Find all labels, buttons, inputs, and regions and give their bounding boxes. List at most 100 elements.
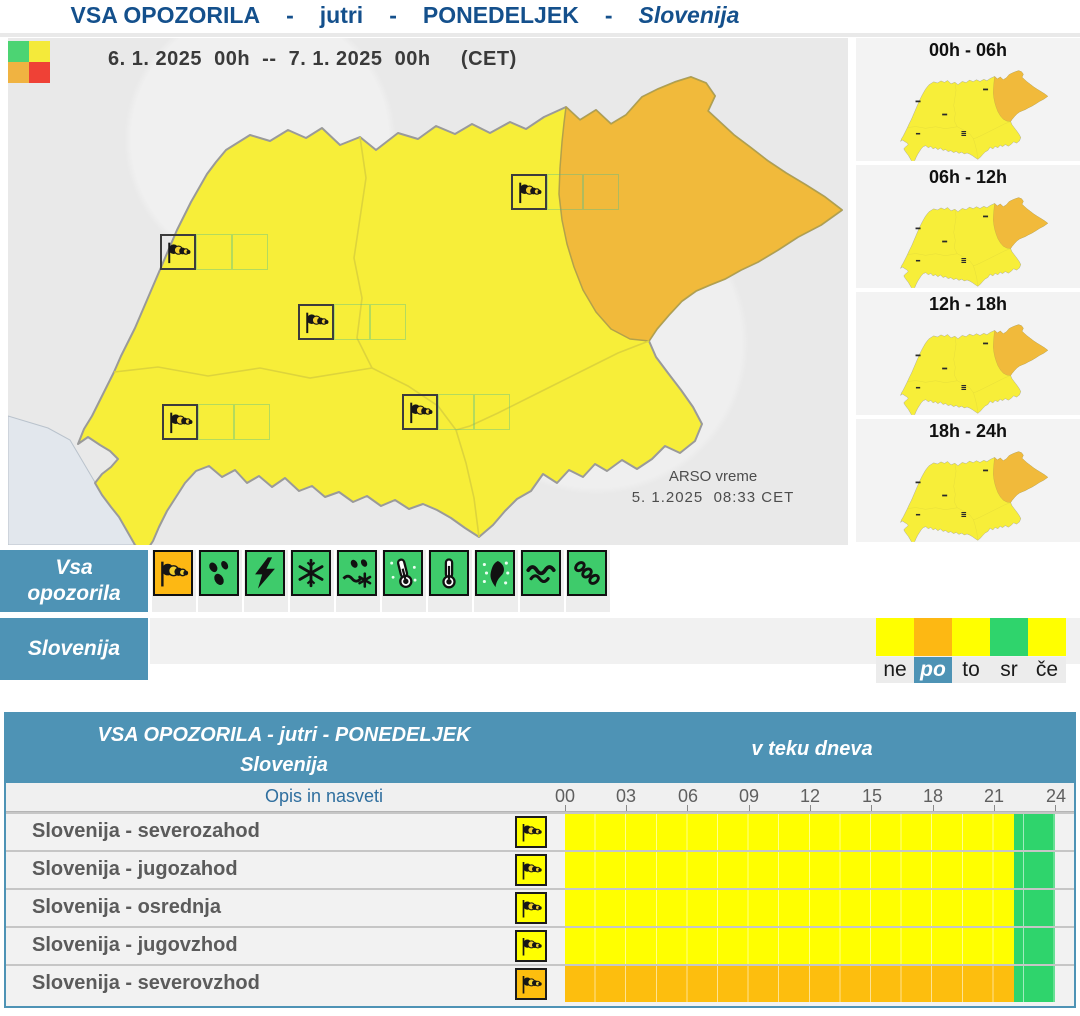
row-wind-icon [515,816,547,848]
day-po[interactable]: po [914,618,952,683]
mini-slovenia-map [887,317,1049,415]
row-label: Slovenija - severovzhod [32,972,260,994]
legend-green-square [8,41,29,62]
table-subheader: Opis in nasveti 00 03 06 09 12 15 18 21 … [6,783,1074,812]
day-sr-color-square [990,618,1028,656]
windsock-icon [515,178,543,206]
row-wind-icon [515,892,547,924]
description-link[interactable]: Opis in nasveti [264,786,384,806]
day-ce-label: če [1028,657,1066,683]
warning-type-wind[interactable] [152,550,196,612]
day-to-label: to [952,657,990,683]
warning-type-strip [152,550,610,612]
warning-type-snow[interactable] [290,550,334,612]
day-po-label: po [914,657,952,683]
row-label: Slovenija - osrednja [32,896,221,918]
empty-warning-slot [547,174,583,210]
title-sep3: - [604,2,613,28]
main-warning-map: 6. 1. 2025 00h -- 7. 1. 2025 00h (CET) A [8,38,848,545]
map-date-range: 6. 1. 2025 00h -- 7. 1. 2025 00h (CET) [108,48,517,70]
legend-red-square [29,62,50,83]
day-ne[interactable]: ne [876,618,914,683]
table-row[interactable]: Slovenija - severovzhod [6,964,1074,1002]
mini-map-00-06[interactable]: 00h - 06h [856,38,1080,161]
snowflake-icon [298,558,324,588]
warning-timeline-bar [565,966,1055,1002]
legend-orange-square [8,62,29,83]
waves-icon [526,565,556,584]
wind-warning-marker-sw[interactable] [162,404,198,440]
mini-slovenia-map [887,190,1049,288]
table-row[interactable]: Slovenija - osrednja [6,888,1074,926]
title-mode: jutri [319,2,364,28]
wind-warning-marker-ne[interactable] [511,174,547,210]
hour-label: 03 [615,786,637,806]
legend-yellow-square [29,41,50,62]
mini-map-label: 18h - 24h [928,421,1008,441]
day-ce-color-square [1028,618,1066,656]
row-wind-icon [515,854,547,886]
warning-type-rain[interactable] [198,550,242,612]
lightning-icon [255,557,275,589]
warning-type-freezing-rain[interactable] [474,550,518,612]
table-row[interactable]: Slovenija - jugovzhod [6,926,1074,964]
table-title: VSA OPOZORILA - jutri - PONEDELJEK [97,724,471,746]
table-timeline-header: v teku dneva [751,737,873,760]
day-sr-label: sr [990,657,1028,683]
mini-map-12-18[interactable]: 12h - 18h [856,292,1080,415]
title-warnings: VSA OPOZORILA [70,2,261,28]
windsock-icon [156,556,190,590]
row-wind-icon [515,968,547,1000]
freezing-rain-icon [482,560,510,588]
warning-timeline-bar [565,928,1055,964]
hour-label: 15 [861,786,883,806]
hour-label: 06 [677,786,699,806]
windsock-icon [302,308,330,336]
warning-timeline-bar [565,814,1055,850]
empty-warning-slot [234,404,270,440]
day-ne-label: ne [876,657,914,683]
empty-warning-slot [198,404,234,440]
region-slovenija-button[interactable]: Slovenija [0,618,148,680]
mini-map-18-24[interactable]: 18h - 24h [856,419,1080,542]
all-warnings-label-line1: Vsa [55,555,93,579]
cold-thermometer-icon [390,558,417,589]
windsock-icon [166,408,194,436]
day-po-color-square [914,618,952,656]
hour-label: 24 [1045,786,1067,806]
empty-warning-slot [232,234,268,270]
table-header: VSA OPOZORILA - jutri - PONEDELJEK Slove… [6,715,1074,783]
day-to[interactable]: to [952,618,990,683]
all-warnings-button[interactable]: Vsa opozorila [0,550,148,612]
warning-type-sleet[interactable] [336,550,380,612]
warning-type-high-temperature[interactable] [428,550,472,612]
warning-type-sea[interactable] [520,550,564,612]
warning-type-thunderstorm[interactable] [244,550,288,612]
windsock-icon [406,398,434,426]
wind-warning-marker-central[interactable] [298,304,334,340]
mini-map-06-12[interactable]: 06h - 12h [856,165,1080,288]
warning-type-fog[interactable] [566,550,610,612]
hour-label: 00 [554,786,576,806]
empty-warning-slot [370,304,406,340]
windsock-icon [164,238,192,266]
wind-warning-marker-nw[interactable] [160,234,196,270]
day-ne-color-square [876,618,914,656]
row-label: Slovenija - jugozahod [32,858,238,880]
wind-warning-marker-se[interactable] [402,394,438,430]
table-row[interactable]: Slovenija - jugozahod [6,850,1074,888]
region-label: Slovenija [27,636,121,660]
day-ce[interactable]: če [1028,618,1066,683]
day-to-color-square [952,618,990,656]
credit-timestamp: 5. 1.2025 08:33 CET [631,489,795,506]
warning-type-low-temperature[interactable] [382,550,426,612]
empty-warning-slot [334,304,370,340]
sleet-icon [342,559,372,588]
slovenia-map [8,38,848,545]
day-sr[interactable]: sr [990,618,1028,683]
table-row[interactable]: Slovenija - severozahod [6,812,1074,850]
hour-label: 09 [738,786,760,806]
warnings-table: VSA OPOZORILA - jutri - PONEDELJEK Slove… [4,712,1076,1008]
chain-links-icon [574,561,600,585]
